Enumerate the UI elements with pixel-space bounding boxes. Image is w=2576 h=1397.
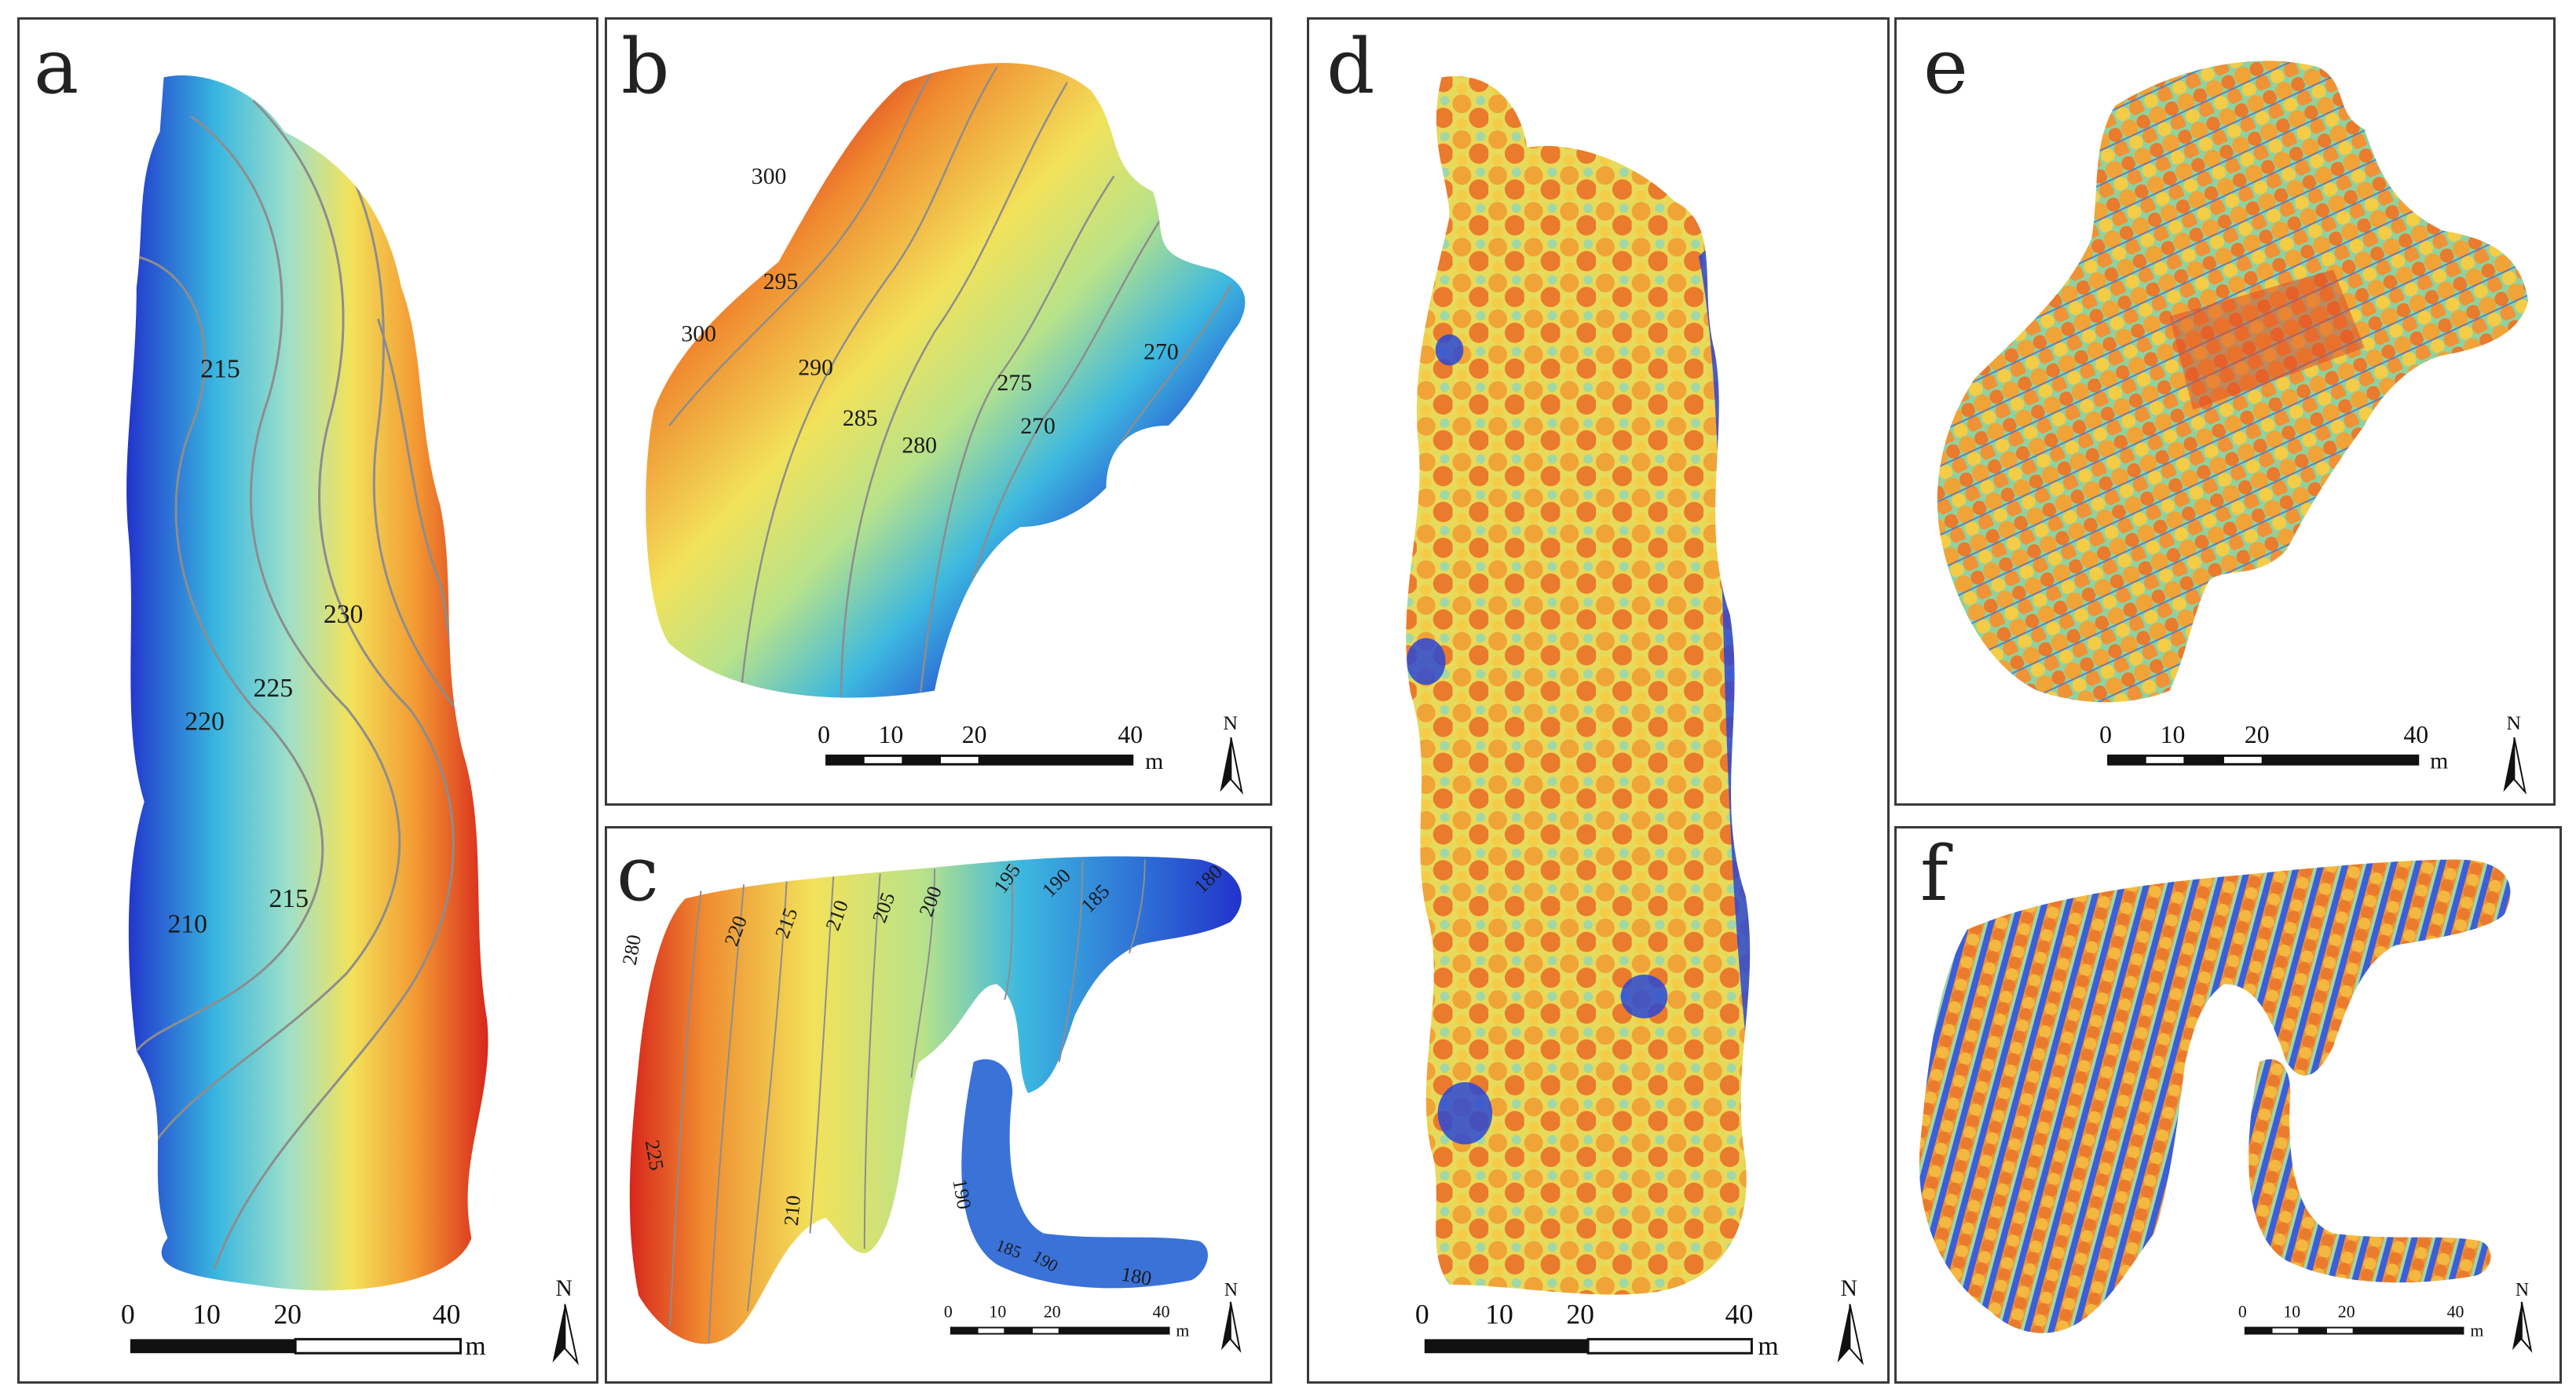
scale-tick-label: 0 <box>818 721 830 748</box>
scale-unit: m <box>2470 1321 2483 1340</box>
contour-label: 230 <box>324 600 364 629</box>
contour-label: 290 <box>798 354 833 380</box>
panel-a: 215 230 225 220 215 210 0 10 20 40 m N a <box>17 17 598 1384</box>
scale-tick-label: 40 <box>1153 1303 1170 1322</box>
contour-lines-b <box>668 66 1232 698</box>
scale-tick-label: 0 <box>1415 1299 1429 1330</box>
panel-e: 0 10 20 40 m N e <box>1894 17 2556 806</box>
scale-tick-label: 20 <box>962 721 987 748</box>
scale-bar: 0 10 20 40 m <box>818 721 1163 774</box>
north-arrow-icon: N <box>2512 1280 2533 1353</box>
north-label: N <box>555 1275 572 1301</box>
scale-unit: m <box>2430 748 2448 774</box>
scale-tick-label: 0 <box>2099 721 2112 748</box>
scale-unit: m <box>1145 748 1163 774</box>
scale-unit: m <box>1758 1332 1778 1361</box>
contour-lines-c <box>668 859 1146 1343</box>
contour-label: 300 <box>752 163 787 189</box>
contour-label: 280 <box>618 933 646 967</box>
contour-label: 300 <box>681 321 716 347</box>
terrain-map-c: 280 220 215 210 205 200 195 190 185 180 … <box>618 856 1242 1353</box>
contour-label: 225 <box>641 1138 668 1172</box>
contour-label: 180 <box>1119 1263 1153 1290</box>
scale-tick-label: 10 <box>1485 1299 1513 1330</box>
contour-label: 210 <box>167 910 207 939</box>
contour-lines-a <box>135 100 481 1270</box>
scale-bar: 0 10 20 40 m <box>2099 721 2448 774</box>
contour-label: 270 <box>1143 338 1179 364</box>
north-arrow-icon: N <box>1220 711 1243 795</box>
panel-label: f <box>1920 830 1948 918</box>
panel-label: e <box>1923 23 1968 111</box>
north-label: N <box>1224 1280 1238 1300</box>
scale-tick-label: 20 <box>1566 1299 1594 1330</box>
scale-tick-label: 40 <box>2447 1303 2464 1322</box>
scale-tick-label: 40 <box>2403 721 2428 748</box>
scale-tick-label: 10 <box>2283 1303 2300 1322</box>
scale-tick-label: 10 <box>2161 721 2186 748</box>
contour-label: 270 <box>1020 413 1056 439</box>
scale-unit: m <box>1176 1321 1189 1340</box>
scale-tick-label: 20 <box>2338 1303 2355 1322</box>
scale-tick-label: 0 <box>2238 1303 2247 1322</box>
north-label: N <box>2516 1280 2529 1300</box>
contour-label: 295 <box>763 269 799 294</box>
contour-label: 225 <box>254 674 294 703</box>
contour-label: 285 <box>843 405 878 431</box>
north-arrow-icon: N <box>552 1275 579 1366</box>
contour-label: 190 <box>948 1177 975 1211</box>
north-arrow-icon: N <box>1837 1275 1864 1366</box>
contour-label: 220 <box>185 708 225 737</box>
north-label: N <box>2506 711 2521 734</box>
canopy-map-d: 0 10 20 40 m N <box>1406 75 1864 1366</box>
scale-tick-label: 20 <box>1044 1303 1061 1322</box>
terrain-map-a: 215 230 225 220 215 210 0 10 20 40 m N <box>121 75 579 1366</box>
north-label: N <box>1223 711 1238 734</box>
contour-label: 215 <box>200 354 240 383</box>
scale-unit: m <box>465 1332 485 1361</box>
scale-bar: 0 10 20 40 m <box>121 1299 486 1362</box>
terrain-map-b: 300 295 300 290 285 280 275 270 270 0 10… <box>646 63 1246 795</box>
scale-bar: 0 10 20 40 m <box>2238 1303 2483 1340</box>
panel-c: 280 220 215 210 205 200 195 190 185 180 … <box>605 826 1272 1384</box>
scale-tick-label: 10 <box>879 721 904 748</box>
panel-label: c <box>617 830 659 918</box>
panel-d: 0 10 20 40 m N d <box>1307 17 1890 1384</box>
north-arrow-icon: N <box>2503 711 2527 795</box>
scale-bar: 0 10 20 40 m <box>944 1303 1189 1340</box>
scale-tick-label: 40 <box>1725 1299 1754 1330</box>
contour-label: 210 <box>780 1194 805 1227</box>
scale-tick-label: 0 <box>944 1303 953 1322</box>
scale-tick-label: 20 <box>2245 721 2270 748</box>
canopy-map-f: 0 10 20 40 m N <box>1919 859 2533 1353</box>
scale-tick-label: 20 <box>273 1299 302 1330</box>
contour-label: 215 <box>269 884 309 913</box>
panel-b: 300 295 300 290 285 280 275 270 270 0 10… <box>605 17 1272 806</box>
panel-label: d <box>1326 23 1375 111</box>
north-arrow-icon: N <box>1220 1280 1242 1353</box>
scale-tick-label: 40 <box>1118 721 1143 748</box>
contour-label: 280 <box>902 433 937 459</box>
scale-tick-label: 40 <box>433 1299 461 1330</box>
panel-label: b <box>621 23 670 111</box>
contour-label: 275 <box>997 370 1032 396</box>
tall-crown-cluster <box>2169 269 2365 411</box>
scale-tick-label: 0 <box>121 1299 135 1330</box>
scale-tick-label: 10 <box>192 1299 221 1330</box>
north-label: N <box>1840 1275 1857 1301</box>
scale-bar: 0 10 20 40 m <box>1415 1299 1779 1362</box>
canopy-map-e: 0 10 20 40 m N <box>1937 60 2529 795</box>
scale-tick-label: 10 <box>989 1303 1006 1322</box>
panel-label: a <box>34 23 79 111</box>
panel-f: 0 10 20 40 m N f <box>1894 826 2562 1384</box>
